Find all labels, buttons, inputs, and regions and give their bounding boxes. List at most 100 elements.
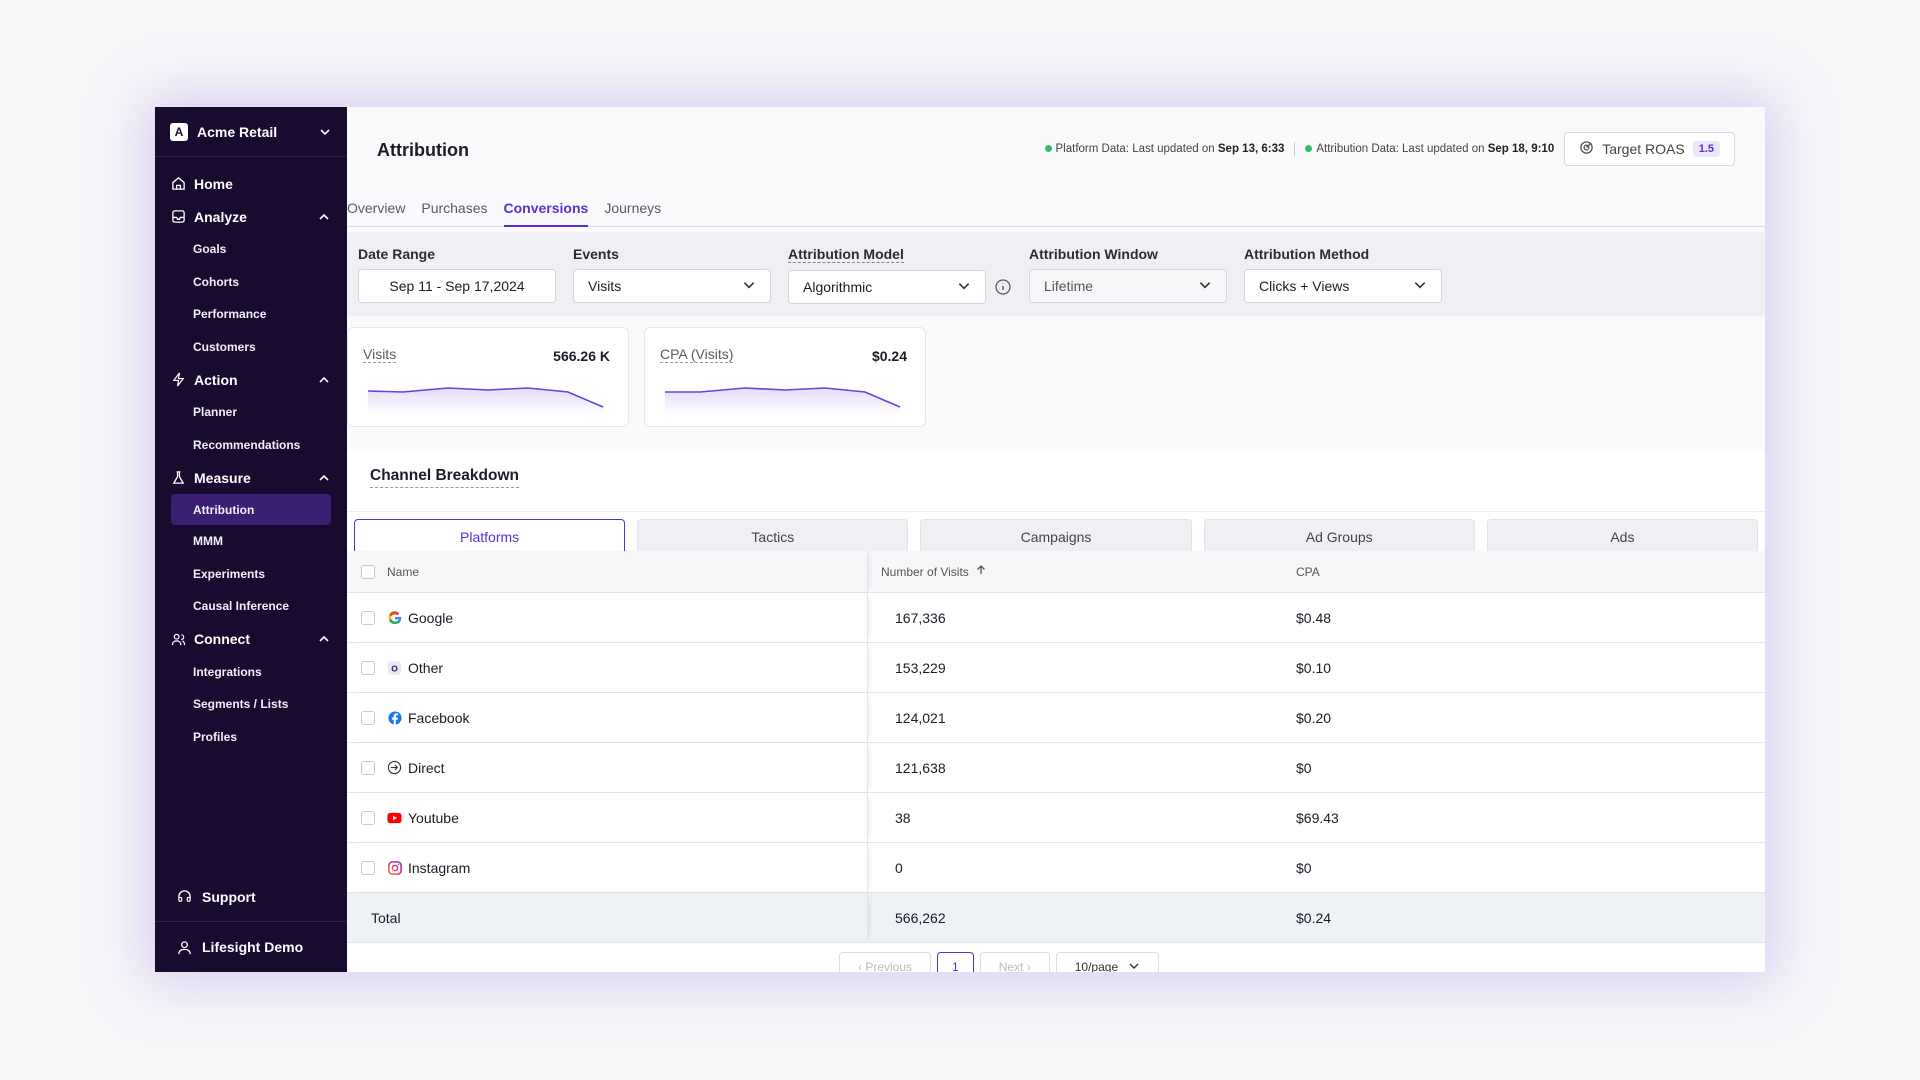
visits-cell: 38 <box>895 809 911 826</box>
sidebar-group-label: Analyze <box>194 208 247 225</box>
events-select[interactable]: Visits <box>573 269 771 303</box>
chevron-right-icon: › <box>1026 960 1031 972</box>
sidebar-item-causal-inference[interactable]: Causal Inference <box>193 599 290 614</box>
kpi-card-visits[interactable]: Visits 566.26 K <box>347 327 629 427</box>
total-visits: 566,262 <box>895 909 946 926</box>
table-row[interactable]: O Other 153,229 $0.10 <box>347 643 1765 693</box>
tab-ad-groups[interactable]: Ad Groups <box>1203 519 1475 555</box>
filter-label: Attribution Method <box>1244 246 1370 262</box>
table-row[interactable]: Youtube 38 $69.43 <box>347 793 1765 843</box>
facebook-icon <box>387 710 402 725</box>
attribution-method-select[interactable]: Clicks + Views <box>1244 269 1442 303</box>
page-size-value: 10/page <box>1074 960 1119 972</box>
sidebar-group-analyze[interactable]: Analyze <box>155 200 347 233</box>
tab-purchases[interactable]: Purchases <box>421 200 488 216</box>
user-menu[interactable]: Lifesight Demo <box>155 922 347 972</box>
sidebar-item-attribution[interactable]: Attribution <box>171 494 331 525</box>
sidebar-group-label: Measure <box>194 469 251 486</box>
tab-ads[interactable]: Ads <box>1486 519 1759 555</box>
breakdown-tabs: Platforms Tactics Campaigns Ad Groups Ad… <box>347 511 1765 555</box>
next-label: Next <box>998 960 1024 972</box>
visits-cell: 121,638 <box>895 759 946 776</box>
platform-name: Youtube <box>408 809 459 826</box>
sidebar-item-segments[interactable]: Segments / Lists <box>193 697 289 712</box>
sidebar-item-recommendations[interactable]: Recommendations <box>193 437 301 452</box>
sidebar-item-profiles[interactable]: Profiles <box>193 729 238 744</box>
header-status: Platform Data: Last updated on Sep 13, 6… <box>1044 132 1735 166</box>
sidebar-item-experiments[interactable]: Experiments <box>193 566 266 581</box>
target-icon <box>1579 140 1594 158</box>
attribution-method-filter: Attribution Method Clicks + Views <box>1244 246 1442 303</box>
sidebar-item-home[interactable]: Home <box>155 167 347 200</box>
name-cell: Direct <box>347 743 868 792</box>
row-checkbox[interactable] <box>361 710 375 725</box>
kpi-card-cpa[interactable]: CPA (Visits) $0.24 <box>644 327 926 427</box>
app-window: A Acme Retail Home Analyze Goals Cohorts… <box>155 107 1765 972</box>
platform-status-prefix: Platform Data: Last updated on <box>1055 143 1215 155</box>
workspace-name: Acme Retail <box>197 123 278 140</box>
instagram-icon <box>387 860 402 875</box>
page-title: Attribution <box>377 140 469 160</box>
sidebar-item-integrations[interactable]: Integrations <box>193 664 262 679</box>
tab-conversions[interactable]: Conversions <box>503 193 589 227</box>
name-cell: Google <box>347 593 868 642</box>
panel-title: Channel Breakdown <box>370 467 519 488</box>
select-all-checkbox[interactable] <box>361 564 375 579</box>
date-range-picker[interactable]: Sep 11 - Sep 17,2024 <box>358 269 556 303</box>
visits-cell: 167,336 <box>895 609 946 626</box>
name-cell: Youtube <box>347 793 868 842</box>
sidebar-group-label: Action <box>194 371 238 388</box>
tab-overview[interactable]: Overview <box>347 200 406 216</box>
cpa-sparkline <box>665 387 901 415</box>
sidebar-item-cohorts[interactable]: Cohorts <box>193 274 239 289</box>
attribution-window-select[interactable]: Lifetime <box>1029 269 1227 303</box>
platform-name: Other <box>408 659 444 676</box>
column-label: Name <box>387 564 420 579</box>
tab-journeys[interactable]: Journeys <box>604 200 662 216</box>
row-checkbox[interactable] <box>361 610 375 625</box>
breakdown-table: Name Number of Visits CPA Google 167,336… <box>347 551 1765 943</box>
name-cell: O Other <box>347 643 868 692</box>
info-icon[interactable] <box>995 279 1011 295</box>
page-button-1[interactable]: 1 <box>937 952 974 972</box>
tab-tactics[interactable]: Tactics <box>637 519 909 555</box>
sidebar-item-mmm[interactable]: MMM <box>193 534 223 549</box>
table-row[interactable]: Facebook 124,021 $0.20 <box>347 693 1765 743</box>
table-row[interactable]: Direct 121,638 $0 <box>347 743 1765 793</box>
previous-page-button[interactable]: ‹ Previous <box>839 952 932 972</box>
sidebar-group-action[interactable]: Action <box>155 363 347 396</box>
support-link[interactable]: Support <box>155 872 347 922</box>
sidebar-item-planner[interactable]: Planner <box>193 405 238 420</box>
kpi-label: CPA (Visits) <box>660 346 734 363</box>
target-roas-button[interactable]: Target ROAS 1.5 <box>1564 132 1735 166</box>
support-label: Support <box>202 888 256 905</box>
platform-name: Google <box>408 609 454 626</box>
tab-platforms[interactable]: Platforms <box>354 519 626 555</box>
row-checkbox[interactable] <box>361 810 375 825</box>
sidebar-group-connect[interactable]: Connect <box>155 623 347 656</box>
row-checkbox[interactable] <box>361 760 375 775</box>
visits-cell: 0 <box>895 859 903 876</box>
filter-label: Date Range <box>358 246 436 262</box>
row-checkbox[interactable] <box>361 860 375 875</box>
header-cell-visits[interactable]: Number of Visits <box>868 551 1296 592</box>
next-page-button[interactable]: Next › <box>979 952 1050 972</box>
cpa-cell: $0.48 <box>1296 609 1332 626</box>
sidebar-item-performance[interactable]: Performance <box>193 307 267 322</box>
status-dot <box>1044 145 1052 152</box>
row-checkbox[interactable] <box>361 660 375 675</box>
headset-icon <box>177 889 192 904</box>
table-row[interactable]: Google 167,336 $0.48 <box>347 593 1765 643</box>
tab-campaigns[interactable]: Campaigns <box>920 519 1192 555</box>
sidebar-item-goals[interactable]: Goals <box>193 242 227 257</box>
page-size-select[interactable]: 10/page <box>1055 952 1160 972</box>
sidebar-item-customers[interactable]: Customers <box>193 339 256 354</box>
kpi-value: 566.26 K <box>553 348 610 364</box>
attribution-model-select[interactable]: Algorithmic <box>788 270 986 304</box>
cpa-cell: $0.10 <box>1296 659 1332 676</box>
sidebar-group-measure[interactable]: Measure <box>155 461 347 494</box>
google-icon <box>387 610 402 625</box>
table-row[interactable]: Instagram 0 $0 <box>347 843 1765 893</box>
divider <box>1294 142 1296 156</box>
workspace-switcher[interactable]: A Acme Retail <box>155 107 347 157</box>
